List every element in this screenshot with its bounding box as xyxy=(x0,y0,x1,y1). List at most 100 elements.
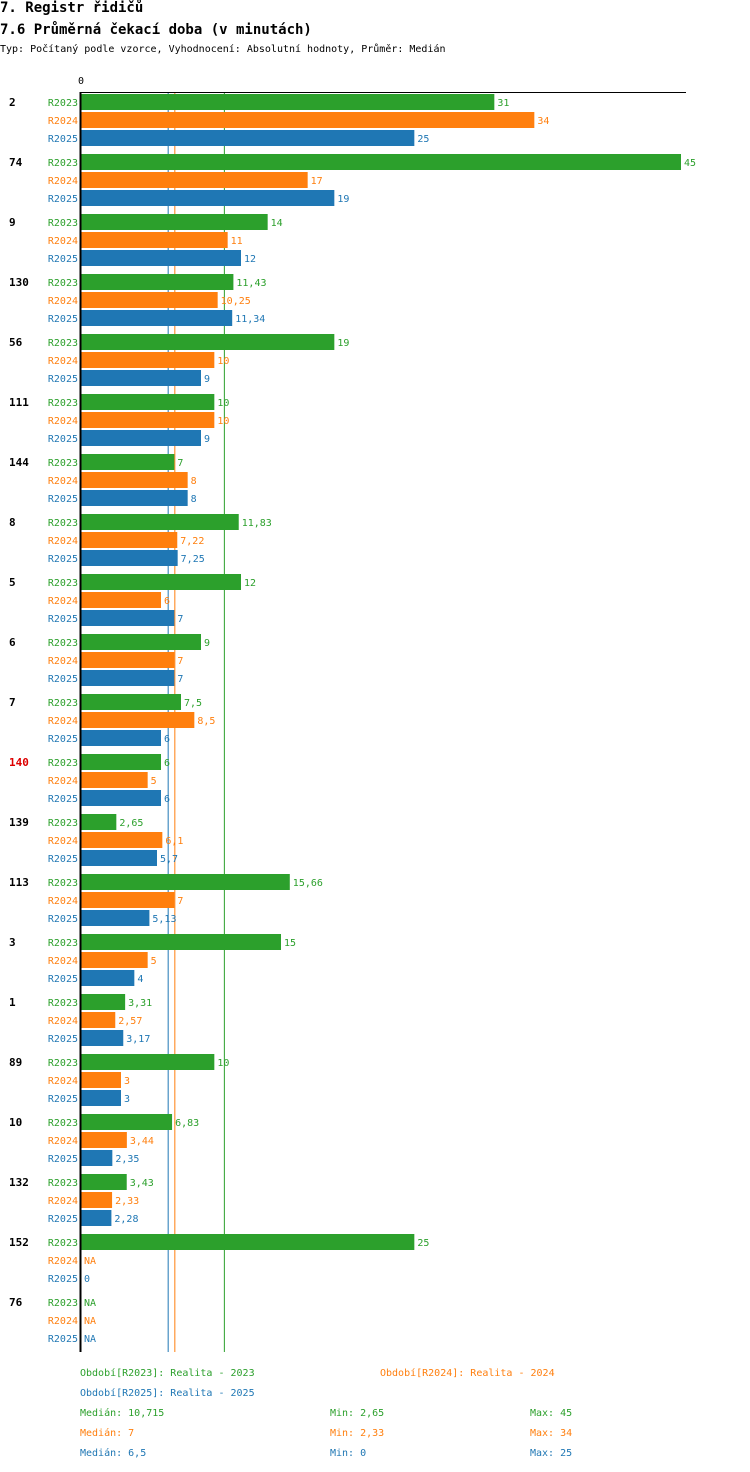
series-label: R2025 xyxy=(48,674,78,685)
series-label: R2024 xyxy=(48,476,78,487)
bar xyxy=(81,934,281,950)
series-label: R2025 xyxy=(48,854,78,865)
data-label: 7,5 xyxy=(184,698,202,709)
data-label: 12 xyxy=(244,254,256,265)
series-label: R2023 xyxy=(48,1118,78,1129)
series-label: R2023 xyxy=(48,1238,78,1249)
category-label: 5 xyxy=(9,576,16,589)
data-label: 11,34 xyxy=(235,314,265,325)
data-label: 3,43 xyxy=(130,1178,154,1189)
data-label: 7 xyxy=(177,656,183,667)
data-label: 17 xyxy=(311,176,323,187)
category-label: 130 xyxy=(9,276,29,289)
series-label: R2025 xyxy=(48,794,78,805)
data-label: 6 xyxy=(164,794,170,805)
series-label: R2025 xyxy=(48,614,78,625)
bar xyxy=(81,1072,121,1088)
bar xyxy=(81,334,335,350)
category-label: 74 xyxy=(9,156,23,169)
series-label: R2024 xyxy=(48,1196,78,1207)
category-label: 56 xyxy=(9,336,23,349)
data-label: 14 xyxy=(271,218,283,229)
series-label: R2024 xyxy=(48,236,78,247)
series-label: R2025 xyxy=(48,1034,78,1045)
series-label: R2024 xyxy=(48,1136,78,1147)
legend-period-r2024: Období[R2024]: Realita - 2024 xyxy=(380,1368,555,1379)
data-label: NA xyxy=(84,1334,96,1345)
category-label: 139 xyxy=(9,816,29,829)
legend-period-r2023: Období[R2023]: Realita - 2023 xyxy=(80,1368,255,1379)
bar xyxy=(81,730,161,746)
bar xyxy=(81,1150,113,1166)
legend-median-r2023: Medián: 10,715 xyxy=(80,1408,165,1419)
bar xyxy=(81,232,228,248)
series-label: R2025 xyxy=(48,134,78,145)
data-label: 34 xyxy=(537,116,549,127)
series-label: R2023 xyxy=(48,158,78,169)
bar xyxy=(81,670,175,686)
chart-meta: Typ: Počítaný podle vzorce, Vyhodnocení:… xyxy=(0,44,446,55)
series-label: R2024 xyxy=(48,716,78,727)
bar xyxy=(81,352,215,368)
category-label: 76 xyxy=(9,1296,23,1309)
series-label: R2023 xyxy=(48,1298,78,1309)
series-label: R2025 xyxy=(48,554,78,565)
series-label: R2023 xyxy=(48,998,78,1009)
category-label: 7 xyxy=(9,696,16,709)
series-label: R2024 xyxy=(48,1016,78,1027)
bar xyxy=(81,514,239,530)
bar xyxy=(81,550,178,566)
bar xyxy=(81,832,163,848)
bar xyxy=(81,472,188,488)
data-label: 11,43 xyxy=(236,278,266,289)
data-label: 5 xyxy=(151,776,157,787)
category-label: 140 xyxy=(9,756,29,769)
series-label: R2023 xyxy=(48,218,78,229)
bar xyxy=(81,994,126,1010)
series-label: R2023 xyxy=(48,638,78,649)
data-label: 15 xyxy=(284,938,296,949)
bar xyxy=(81,1090,121,1106)
data-label: 0 xyxy=(84,1274,90,1285)
series-label: R2023 xyxy=(48,518,78,529)
series-label: R2024 xyxy=(48,836,78,847)
bar xyxy=(81,910,150,926)
bar xyxy=(81,970,135,986)
data-label: 6 xyxy=(164,734,170,745)
data-label: 45 xyxy=(684,158,696,169)
page-title: 7. Registr řidičů xyxy=(0,0,144,16)
data-label: 5 xyxy=(151,956,157,967)
data-label: 2,57 xyxy=(118,1016,142,1027)
bar xyxy=(81,310,233,326)
series-label: R2024 xyxy=(48,416,78,427)
data-label: 10 xyxy=(217,398,229,409)
category-label: 132 xyxy=(9,1176,29,1189)
data-label: 3,17 xyxy=(126,1034,150,1045)
data-label: 9 xyxy=(204,374,210,385)
series-label: R2025 xyxy=(48,434,78,445)
data-label: 6 xyxy=(164,758,170,769)
series-label: R2024 xyxy=(48,596,78,607)
data-label: 2,65 xyxy=(119,818,143,829)
legend-max-r2024: Max: 34 xyxy=(530,1428,573,1439)
bar xyxy=(81,190,335,206)
series-label: R2025 xyxy=(48,254,78,265)
legend-period-r2025: Období[R2025]: Realita - 2025 xyxy=(80,1388,255,1399)
bar xyxy=(81,850,157,866)
series-label: R2024 xyxy=(48,956,78,967)
data-label: 31 xyxy=(497,98,509,109)
category-label: 111 xyxy=(9,396,29,409)
series-label: R2025 xyxy=(48,494,78,505)
series-label: R2025 xyxy=(48,1274,78,1285)
series-label: R2023 xyxy=(48,938,78,949)
category-label: 144 xyxy=(9,456,29,469)
series-label: R2025 xyxy=(48,1334,78,1345)
series-label: R2023 xyxy=(48,1178,78,1189)
bar xyxy=(81,172,308,188)
bar xyxy=(81,370,201,386)
data-label: NA xyxy=(84,1316,96,1327)
series-label: R2023 xyxy=(48,458,78,469)
bar xyxy=(81,412,215,428)
data-label: 7,22 xyxy=(180,536,204,547)
series-label: R2024 xyxy=(48,656,78,667)
